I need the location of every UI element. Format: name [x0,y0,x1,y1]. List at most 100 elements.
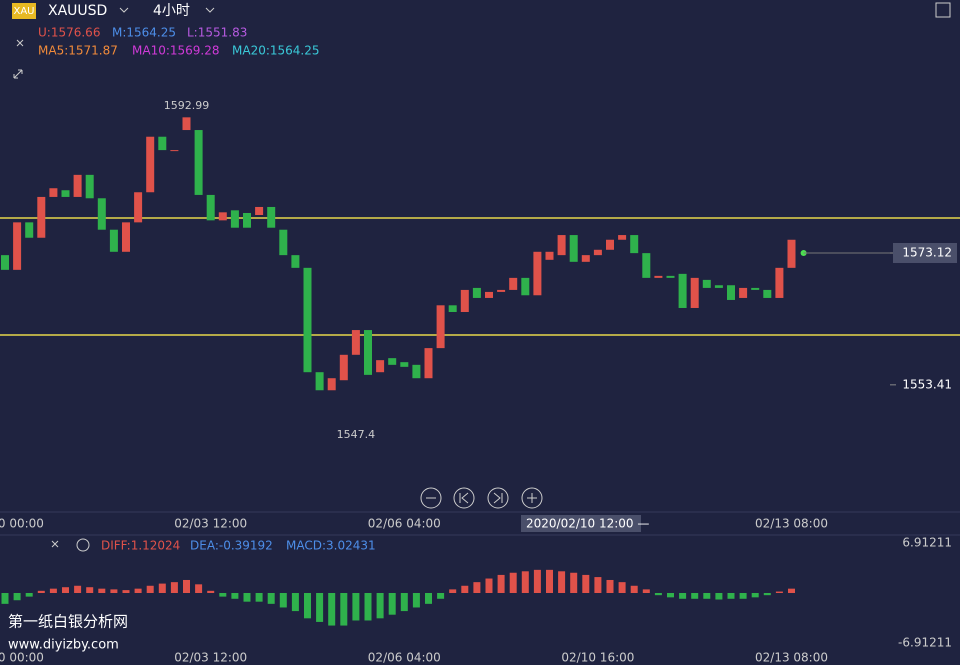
macd-bar [352,593,360,621]
menu-icon[interactable] [935,2,951,18]
macd-bar [98,588,106,593]
candle-body [678,273,687,308]
macd-bar [763,593,771,596]
macd-bar [642,589,650,593]
boll-lower: L:1551.83 [187,26,247,40]
next[interactable] [487,487,509,509]
macd-bar [497,574,505,593]
macd-bar [691,593,699,599]
prev[interactable] [453,487,475,509]
macd-bar [582,574,590,593]
macd-bar [13,593,21,601]
watermark: 第一纸白银分析网 [8,613,128,631]
expand-icon[interactable] [13,69,23,79]
macd-bar [49,588,57,593]
macd-bar [449,589,457,593]
close-icon[interactable] [16,39,24,47]
y-tick-label: 1553.41 [902,377,952,391]
macd-bar [37,590,45,593]
macd-bar [473,582,481,593]
candle-body [436,305,445,349]
macd-bar [703,593,711,599]
candle-body [424,348,433,379]
settings-icon[interactable] [76,538,90,552]
symbol-icon [12,3,36,19]
ma10: MA10:1569.28 [132,44,220,58]
candle-body [485,291,493,298]
candle-body [61,190,70,197]
x-tick-label: 02/10 16:00 [561,651,634,665]
macd-bar [267,593,275,604]
macd-bar [316,593,324,622]
candle-body [581,255,590,262]
candle-body [339,354,348,381]
macd-bar [340,593,348,626]
candle-body [618,235,627,240]
zoom-out[interactable] [420,487,442,509]
candle-body [557,235,566,256]
boll-upper: U:1576.66 [38,26,100,40]
candle-body [279,229,288,256]
macd-bar [558,571,566,593]
candle-body [654,275,663,278]
macd-bar [594,577,602,593]
candle-body [327,378,336,391]
x-tick-label: 02/13 08:00 [755,517,828,531]
boll-mid: M:1564.25 [112,26,176,40]
x-tick-label: 02/13 08:00 [755,651,828,665]
candle-body [642,253,651,278]
macd-bar [521,571,529,593]
macd-bar [654,593,662,596]
candle-body [194,130,203,195]
macd-bar [546,569,553,593]
candle-body [37,196,46,238]
macd-bar [388,593,396,615]
x-tick-label: 30 00:00 [0,651,44,665]
macd-bar [183,579,190,593]
candle-body [448,305,457,312]
candle-body [122,222,130,252]
macd-bar [158,583,166,593]
candle-body [509,277,518,290]
candle-body [364,330,372,375]
macd-bar [255,593,263,602]
macd-bar [134,588,142,593]
candle-body [545,251,554,260]
dropdown-arrow[interactable] [205,7,215,13]
macd-bar [291,593,299,612]
macd-bar [739,593,747,599]
candle-body [751,287,760,290]
candle-body [630,235,639,254]
candle-body [714,285,723,288]
candle-body [690,277,699,308]
candle-body [315,372,324,391]
y-tick-label: 1573.12 [902,245,952,259]
nav-buttons [420,487,543,509]
candle-body [472,287,481,298]
candle-body [218,212,227,221]
dropdown-arrow[interactable] [119,7,129,13]
macd-bar [630,585,638,593]
macd-bar [461,585,469,593]
interval[interactable]: 4小时 [153,3,190,19]
macd-label: MACD:3.02431 [286,539,376,553]
candle-body [291,255,300,268]
macd-bar [328,593,336,626]
candle-body [13,222,22,270]
candle-body [267,206,276,228]
macd-bar [485,578,493,593]
x-tick-label: 02/06 04:00 [368,651,441,665]
macd-bar [618,582,626,593]
close-icon[interactable] [51,540,59,548]
macd-bar [751,593,759,598]
symbol[interactable]: XAUUSD [48,3,107,19]
macd-bar [412,593,420,608]
macd-bar [437,593,445,599]
crosshair-label: 2020/02/10 12:00 — [526,517,649,531]
candle-body [146,136,155,193]
watermark: www.diyizby.com [8,638,119,653]
candle-body [400,362,409,367]
ma5: MA5:1571.87 [38,44,118,58]
zoom-in[interactable] [521,487,543,509]
macd-bar [376,593,384,619]
